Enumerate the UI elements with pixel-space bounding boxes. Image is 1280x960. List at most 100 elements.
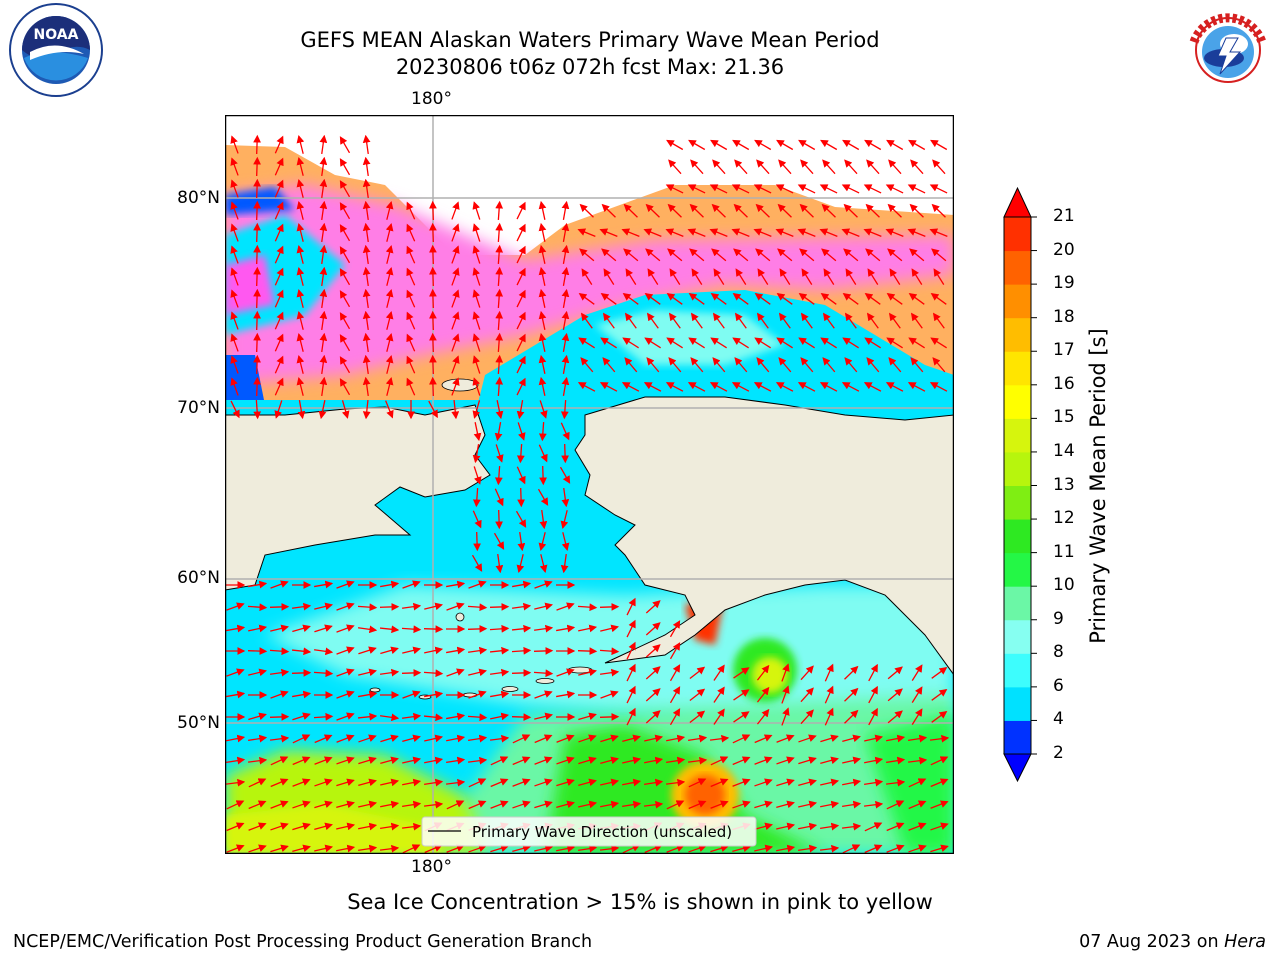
wave-arrow [226,822,245,832]
wave-arrow [248,712,267,721]
wave-arrow [778,357,792,373]
wave-arrow [909,248,925,262]
wave-arrow [709,184,728,194]
wave-arrow [226,800,245,810]
wave-arrow [339,136,351,154]
wave-arrow [336,712,355,721]
wave-arrow [645,203,660,218]
wave-arrow [489,646,510,655]
wave-arrow [561,354,570,374]
wave-arrow [689,248,705,262]
wave-arrow [511,624,532,633]
wave-arrow [643,800,664,809]
wave-arrow [516,466,526,485]
wave-arrow [732,756,751,766]
wave-arrow [709,228,728,237]
wave-arrow [538,310,547,330]
wave-arrow [451,399,460,420]
wave-arrow [424,734,444,743]
wave-arrow [561,200,570,220]
wave-arrow [379,625,400,634]
wave-arrow [472,245,481,264]
wave-arrow [820,139,838,151]
wave-arrow [908,292,925,305]
wave-arrow [339,202,351,220]
wave-arrow [577,382,596,392]
wave-arrow [423,713,444,722]
wave-arrow [516,245,526,264]
wave-arrow [578,624,598,633]
wave-arrow [292,734,311,744]
wave-arrow [248,668,267,677]
colorbar-tick-label: 21 [1053,206,1075,226]
wave-arrow [756,686,770,703]
wave-arrow [362,156,371,177]
wave-arrow [864,778,884,787]
wave-arrow [886,292,903,305]
colorbar-tick-label: 6 [1053,675,1064,696]
wave-arrow [489,624,510,633]
wave-arrow [270,778,289,788]
wave-arrow [495,376,504,397]
wave-arrow [319,200,328,221]
wave-arrow [666,756,686,765]
wave-arrow [688,844,707,853]
wave-arrow [645,666,661,680]
wave-arrow [688,778,707,788]
wave-arrow [820,778,840,787]
wave-arrow [406,377,416,396]
wave-arrow [646,357,660,373]
wave-arrow [820,756,839,765]
wave-arrow [710,778,729,788]
wave-arrow [424,646,444,655]
wave-arrow [489,668,510,677]
wave-arrow [230,377,239,396]
wave-arrow [776,139,794,151]
wave-arrow [844,312,857,329]
wave-arrow [253,332,261,353]
wave-arrow [711,203,726,218]
wave-arrow [468,778,487,788]
wave-arrow [296,223,305,242]
wave-arrow [445,778,466,787]
wave-arrow [429,288,437,309]
wave-arrow [842,292,859,305]
wave-arrow [578,337,595,349]
wave-arrow [820,822,840,831]
colorbar-segment [1004,653,1031,688]
wave-arrow [247,647,268,655]
wave-arrow [358,646,377,655]
wave-arrow [314,602,333,611]
wave-arrow [319,178,328,199]
wave-arrow [406,333,416,352]
wave-arrow [406,245,416,264]
wave-arrow [798,292,815,305]
wave-arrow [319,266,328,287]
wave-arrow [428,400,438,419]
wave-arrow [533,669,554,678]
wave-arrow [495,354,504,375]
wave-arrow [292,756,311,766]
colorbar-segment [1004,519,1031,554]
wave-arrow [406,289,416,308]
wave-arrow [269,713,290,721]
wave-arrow [755,203,770,218]
wave-arrow [822,357,836,373]
wave-arrow [561,443,569,464]
colorbar-tick-label: 9 [1053,608,1064,629]
wave-arrow [314,800,333,809]
wave-arrow [599,603,620,611]
wave-arrow [401,822,422,831]
wave-arrow [362,244,371,265]
wave-arrow [754,844,774,853]
colorbar-segment [1004,317,1031,352]
wave-arrow [468,668,487,677]
wave-arrow [269,668,290,677]
wave-arrow [495,266,504,287]
wave-arrow [451,223,460,242]
wave-arrow [886,139,904,151]
wave-arrow [511,602,532,611]
wave-arrow [779,268,791,285]
wave-arrow [864,734,884,743]
wave-arrow [468,580,487,589]
